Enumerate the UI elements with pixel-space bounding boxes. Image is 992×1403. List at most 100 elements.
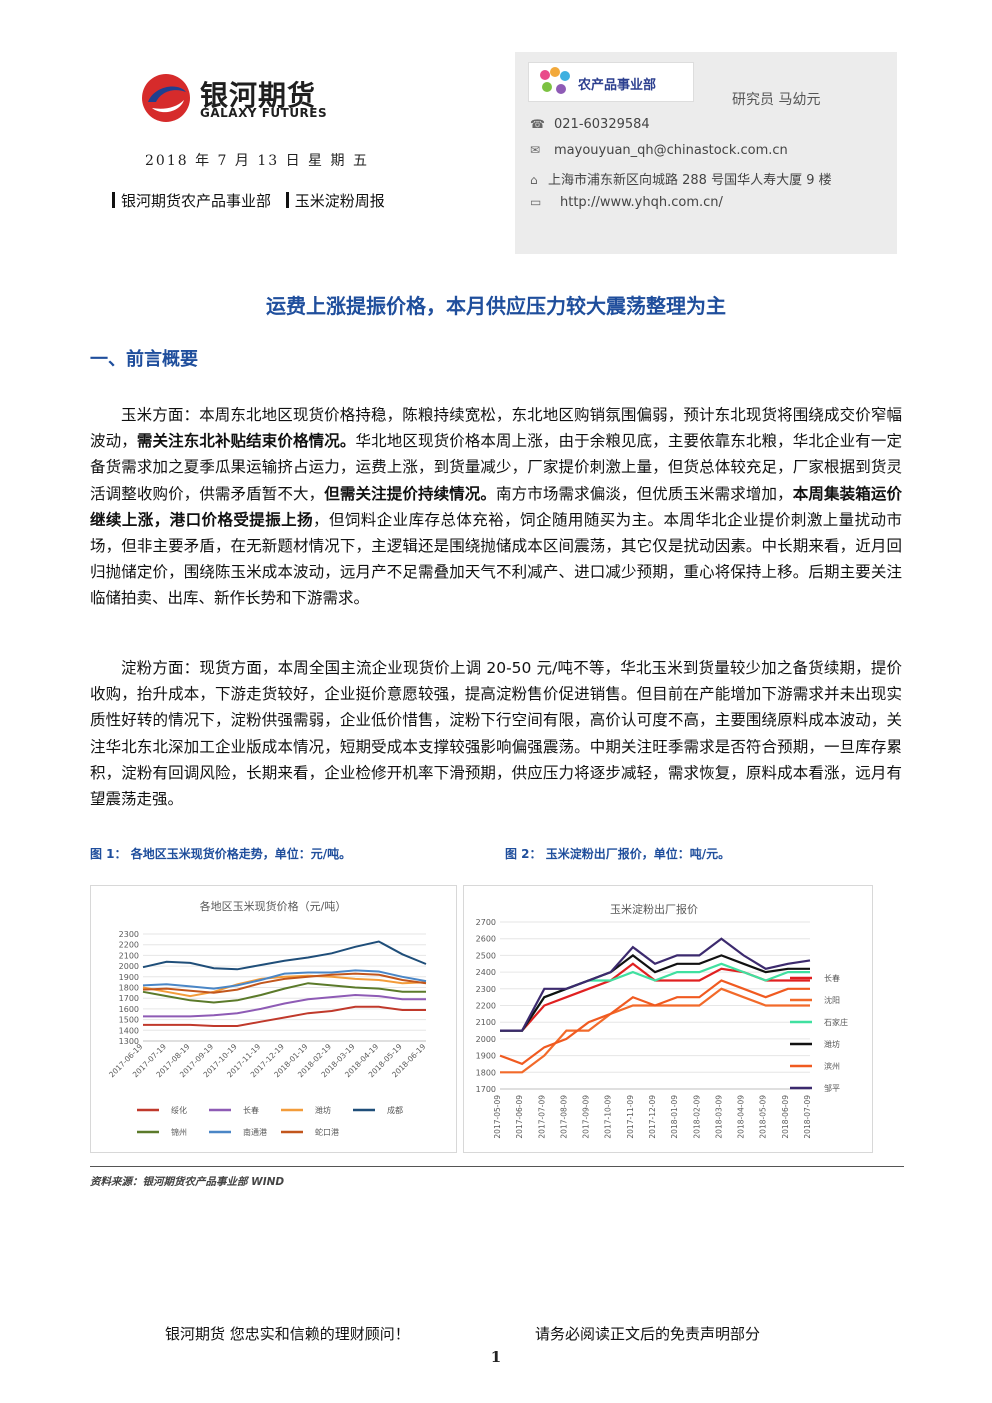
legend-label: 长春	[243, 1105, 259, 1115]
address-icon: ⌂	[530, 173, 538, 187]
phone-row: ☎ 021-60329584	[530, 117, 650, 132]
y-tick-label: 1700	[119, 994, 139, 1003]
legend-label: 邹平	[824, 1083, 840, 1093]
series-line-长春	[143, 993, 426, 1018]
figure2-caption: 图 2： 玉米淀粉出厂报价，单位：吨/元。	[505, 847, 731, 861]
y-tick-label: 2000	[119, 962, 139, 971]
divider-bar	[112, 192, 115, 208]
website-icon: ▭	[530, 195, 542, 209]
y-tick-label: 1400	[119, 1026, 139, 1035]
footer-disclaimer: 请务必阅读正文后的免责声明部分	[535, 1325, 761, 1343]
dept-badge-text: 农产品事业部	[578, 78, 657, 93]
email[interactable]: mayouyuan_qh@chinastock.com.cn	[554, 143, 788, 158]
chart-title: 各地区玉米现货价格（元/吨）	[200, 899, 347, 913]
legend-label: 石家庄	[824, 1017, 848, 1027]
series-line-蛇口港	[142, 972, 427, 994]
dept-badge-icon	[540, 67, 570, 94]
legend-label: 长春	[824, 973, 840, 983]
series-line-邹平	[500, 937, 811, 1032]
paragraph-starch: 淀粉方面：现货方面，本周全国主流企业现货价上调 20-50 元/吨不等，华北玉米…	[90, 659, 902, 809]
series-line-南通港	[142, 969, 427, 990]
x-tick-label: 2017-10-09	[604, 1095, 613, 1139]
logo-en: GALAXY FUTURES	[200, 106, 328, 120]
y-tick-label: 2500	[476, 951, 496, 960]
chart1-frame: 各地区玉米现货价格（元/吨） 1300 1400 1500 1600 1700 1800 19…	[90, 885, 457, 1153]
dept-name: 银河期货农产品事业部	[121, 192, 272, 210]
x-tick-label: 2017-11-09	[626, 1095, 635, 1139]
y-tick-label: 2400	[476, 968, 496, 977]
y-tick-label: 1300	[119, 1037, 139, 1046]
x-tick-label: 2018-07-09	[803, 1095, 812, 1139]
y-tick-label: 2700	[476, 918, 496, 927]
report-date: 2018 年 7 月 13 日 星 期 五	[145, 153, 369, 169]
series-line-潍坊	[142, 974, 427, 998]
x-tick-label: 2018-02-09	[692, 1095, 701, 1139]
divider-bar	[285, 192, 289, 208]
legend-label: 锦州	[171, 1127, 187, 1137]
chart2-frame: 玉米淀粉出厂报价 1700 1800 1900 2000 2100 2200 2300 2400…	[463, 885, 873, 1153]
phone: 021-60329584	[554, 117, 650, 132]
email-row: ✉ mayouyuan_qh@chinastock.com.cn	[530, 143, 788, 158]
y-tick-label: 2200	[476, 1002, 496, 1011]
x-tick-label: 2018-01-09	[670, 1095, 679, 1139]
source-rule	[90, 1166, 904, 1167]
dept-badge	[528, 62, 694, 102]
legend-label: 潍坊	[315, 1105, 331, 1115]
section-heading: 一、前言概要	[90, 349, 198, 370]
x-tick-label: 2018-03-09	[714, 1095, 723, 1139]
address: 上海市浦东新区向城路 288 号国华人寿大厦 9 楼	[548, 173, 832, 188]
chart2: 玉米淀粉出厂报价 1700 1800 1900 2000 2100 2200 2300 2400…	[476, 902, 848, 1139]
y-tick-label: 1600	[119, 1005, 139, 1014]
legend-label: 蛇口港	[315, 1127, 339, 1137]
x-tick-label: 2017-12-09	[648, 1095, 657, 1139]
report-name: 玉米淀粉周报	[294, 192, 385, 210]
y-tick-label: 1900	[119, 973, 139, 982]
galaxy-logo-icon	[140, 72, 192, 124]
x-tick-label: 2017-07-09	[537, 1095, 546, 1139]
y-tick-label: 2300	[476, 985, 496, 994]
chart-title: 玉米淀粉出厂报价	[610, 902, 698, 916]
website-row: ▭ http://www.yhqh.com.cn/	[530, 195, 723, 210]
series-line-绥化	[143, 1005, 426, 1027]
website[interactable]: http://www.yhqh.com.cn/	[560, 195, 723, 210]
y-tick-label: 2300	[119, 930, 139, 939]
logo-cn: 银河期货	[200, 79, 317, 112]
footer-slogan: 银河期货 您忠实和信赖的理财顾问！	[165, 1325, 410, 1343]
legend-label: 绥化	[171, 1105, 187, 1115]
y-tick-label: 1500	[119, 1016, 139, 1025]
x-tick-label: 2017-08-09	[559, 1095, 568, 1139]
x-tick-label: 2018-04-09	[737, 1095, 746, 1139]
x-tick-label: 2018-06-09	[781, 1095, 790, 1139]
y-tick-label: 1800	[476, 1068, 496, 1077]
x-tick-label: 2017-09-09	[582, 1095, 591, 1139]
x-tick-label: 2017-06-09	[515, 1095, 524, 1139]
source-note: 资料来源：银河期货农产品事业部 WIND	[90, 1176, 285, 1188]
figure1-caption: 图 1： 各地区玉米现货价格走势，单位：元/吨。	[90, 847, 352, 861]
y-tick-label: 2600	[476, 935, 496, 944]
series-line-滨州	[499, 979, 810, 1066]
legend-label: 潍坊	[824, 1039, 840, 1049]
y-tick-label: 2000	[476, 1035, 496, 1044]
series-line-沈阳	[500, 987, 810, 1074]
researcher: 研究员 马幼元	[732, 92, 821, 108]
dept-report-line: 银河期货农产品事业部 玉米淀粉周报	[112, 190, 385, 211]
legend-label: 滨州	[824, 1061, 840, 1071]
y-tick-label: 2100	[476, 1018, 496, 1027]
y-tick-label: 1900	[476, 1052, 496, 1061]
page-number: 1	[490, 1348, 502, 1366]
legend-label: 南通港	[243, 1127, 267, 1137]
series-line-锦州	[142, 982, 426, 1004]
x-tick-label: 2018-05-09	[759, 1095, 768, 1139]
y-tick-label: 1700	[476, 1085, 496, 1094]
y-tick-label: 1800	[119, 984, 139, 993]
series-line-成都	[142, 940, 427, 971]
phone-icon: ☎	[530, 117, 545, 131]
y-tick-label: 2100	[119, 951, 139, 960]
report-title: 运费上涨提振价格，本月供应压力较大震荡整理为主	[266, 294, 726, 318]
email-icon: ✉	[530, 143, 541, 157]
legend-label: 成都	[387, 1105, 403, 1115]
paragraph-corn: 玉米方面：本周东北地区现货价格持稳，陈粮持续宽松，东北地区购销氛围偏弱，预计东北…	[90, 406, 902, 608]
y-tick-label: 2200	[119, 941, 139, 950]
address-row: ⌂ 上海市浦东新区向城路 288 号国华人寿大厦 9 楼	[530, 169, 832, 188]
